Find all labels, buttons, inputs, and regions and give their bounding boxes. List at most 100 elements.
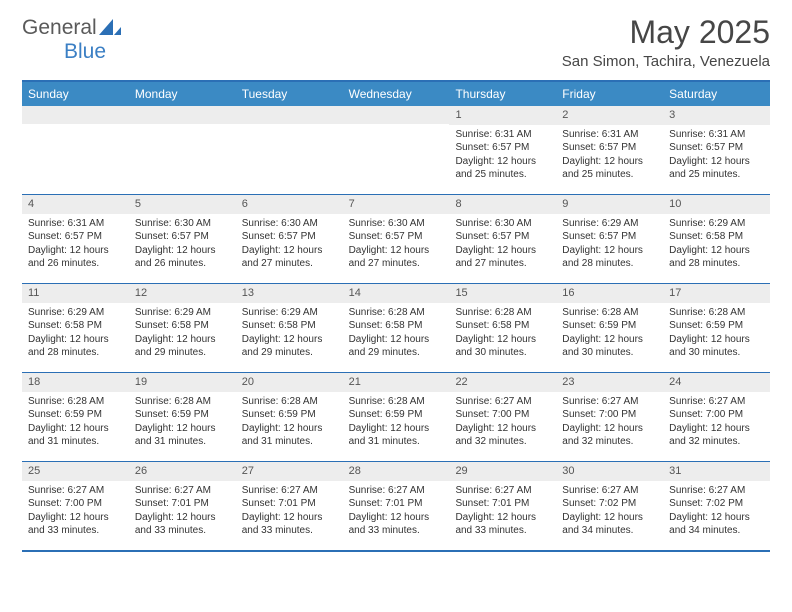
day-number: 27 (236, 462, 343, 481)
day-number (129, 106, 236, 124)
day-cell: 5Sunrise: 6:30 AMSunset: 6:57 PMDaylight… (129, 195, 236, 283)
day-cell: 14Sunrise: 6:28 AMSunset: 6:58 PMDayligh… (343, 284, 450, 372)
day-details: Sunrise: 6:31 AMSunset: 6:57 PMDaylight:… (449, 125, 556, 186)
day-number: 9 (556, 195, 663, 214)
daylight-text: Daylight: 12 hours and 30 minutes. (562, 333, 657, 360)
day-cell: 2Sunrise: 6:31 AMSunset: 6:57 PMDaylight… (556, 106, 663, 194)
day-details: Sunrise: 6:30 AMSunset: 6:57 PMDaylight:… (236, 214, 343, 275)
day-number: 1 (449, 106, 556, 125)
day-cell (343, 106, 450, 194)
day-details: Sunrise: 6:27 AMSunset: 7:01 PMDaylight:… (343, 481, 450, 542)
logo: General Blue (22, 16, 121, 64)
sunrise-text: Sunrise: 6:27 AM (669, 395, 764, 409)
daylight-text: Daylight: 12 hours and 30 minutes. (669, 333, 764, 360)
sunset-text: Sunset: 6:57 PM (669, 141, 764, 155)
day-details: Sunrise: 6:31 AMSunset: 6:57 PMDaylight:… (663, 125, 770, 186)
calendar-page: General Blue May 2025 San Simon, Tachira… (0, 0, 792, 562)
daylight-text: Daylight: 12 hours and 28 minutes. (28, 333, 123, 360)
day-details: Sunrise: 6:27 AMSunset: 7:00 PMDaylight:… (556, 392, 663, 453)
day-cell: 12Sunrise: 6:29 AMSunset: 6:58 PMDayligh… (129, 284, 236, 372)
day-cell: 4Sunrise: 6:31 AMSunset: 6:57 PMDaylight… (22, 195, 129, 283)
day-cell: 30Sunrise: 6:27 AMSunset: 7:02 PMDayligh… (556, 462, 663, 550)
day-cell: 18Sunrise: 6:28 AMSunset: 6:59 PMDayligh… (22, 373, 129, 461)
day-header-fri: Friday (556, 82, 663, 106)
day-details: Sunrise: 6:27 AMSunset: 7:00 PMDaylight:… (663, 392, 770, 453)
sunrise-text: Sunrise: 6:31 AM (562, 128, 657, 142)
sunset-text: Sunset: 7:00 PM (669, 408, 764, 422)
day-cell: 1Sunrise: 6:31 AMSunset: 6:57 PMDaylight… (449, 106, 556, 194)
day-number: 25 (22, 462, 129, 481)
day-number (343, 106, 450, 124)
day-cell: 7Sunrise: 6:30 AMSunset: 6:57 PMDaylight… (343, 195, 450, 283)
sunset-text: Sunset: 6:57 PM (562, 141, 657, 155)
daylight-text: Daylight: 12 hours and 31 minutes. (28, 422, 123, 449)
day-details: Sunrise: 6:28 AMSunset: 6:59 PMDaylight:… (236, 392, 343, 453)
sunrise-text: Sunrise: 6:30 AM (349, 217, 444, 231)
daylight-text: Daylight: 12 hours and 32 minutes. (669, 422, 764, 449)
day-header-mon: Monday (129, 82, 236, 106)
sunrise-text: Sunrise: 6:27 AM (242, 484, 337, 498)
sunrise-text: Sunrise: 6:31 AM (28, 217, 123, 231)
daylight-text: Daylight: 12 hours and 25 minutes. (455, 155, 550, 182)
day-details: Sunrise: 6:27 AMSunset: 7:00 PMDaylight:… (22, 481, 129, 542)
location-text: San Simon, Tachira, Venezuela (562, 53, 770, 70)
sunrise-text: Sunrise: 6:27 AM (562, 484, 657, 498)
daylight-text: Daylight: 12 hours and 33 minutes. (135, 511, 230, 538)
month-title: May 2025 (562, 14, 770, 51)
sunrise-text: Sunrise: 6:27 AM (28, 484, 123, 498)
day-number: 6 (236, 195, 343, 214)
sunset-text: Sunset: 6:57 PM (349, 230, 444, 244)
day-details: Sunrise: 6:29 AMSunset: 6:58 PMDaylight:… (236, 303, 343, 364)
day-number (236, 106, 343, 124)
week-row: 25Sunrise: 6:27 AMSunset: 7:00 PMDayligh… (22, 461, 770, 550)
sunrise-text: Sunrise: 6:29 AM (669, 217, 764, 231)
day-details: Sunrise: 6:28 AMSunset: 6:58 PMDaylight:… (343, 303, 450, 364)
sunset-text: Sunset: 7:00 PM (28, 497, 123, 511)
daylight-text: Daylight: 12 hours and 31 minutes. (349, 422, 444, 449)
day-number: 11 (22, 284, 129, 303)
day-number: 31 (663, 462, 770, 481)
daylight-text: Daylight: 12 hours and 27 minutes. (349, 244, 444, 271)
day-cell: 19Sunrise: 6:28 AMSunset: 6:59 PMDayligh… (129, 373, 236, 461)
day-number: 24 (663, 373, 770, 392)
day-header-sun: Sunday (22, 82, 129, 106)
day-number: 28 (343, 462, 450, 481)
daylight-text: Daylight: 12 hours and 32 minutes. (562, 422, 657, 449)
sunrise-text: Sunrise: 6:28 AM (242, 395, 337, 409)
day-number: 19 (129, 373, 236, 392)
day-details: Sunrise: 6:30 AMSunset: 6:57 PMDaylight:… (449, 214, 556, 275)
week-row: 11 Sunrise: 6:29 AMSunset: 6:58 PMDayligh… (22, 283, 770, 372)
day-number: 18 (22, 373, 129, 392)
sunset-text: Sunset: 6:57 PM (455, 141, 550, 155)
title-block: May 2025 San Simon, Tachira, Venezuela (562, 14, 770, 70)
sunrise-text: Sunrise: 6:28 AM (669, 306, 764, 320)
sunset-text: Sunset: 7:01 PM (349, 497, 444, 511)
day-number: 30 (556, 462, 663, 481)
weeks-container: 1Sunrise: 6:31 AMSunset: 6:57 PMDaylight… (22, 106, 770, 550)
day-cell: 8Sunrise: 6:30 AMSunset: 6:57 PMDaylight… (449, 195, 556, 283)
week-row: 4Sunrise: 6:31 AMSunset: 6:57 PMDaylight… (22, 194, 770, 283)
sunset-text: Sunset: 6:58 PM (28, 319, 123, 333)
sunset-text: Sunset: 6:58 PM (242, 319, 337, 333)
sunset-text: Sunset: 7:00 PM (562, 408, 657, 422)
day-cell: 21Sunrise: 6:28 AMSunset: 6:59 PMDayligh… (343, 373, 450, 461)
sunset-text: Sunset: 6:58 PM (669, 230, 764, 244)
day-headers-row: Sunday Monday Tuesday Wednesday Thursday… (22, 82, 770, 106)
sunset-text: Sunset: 6:59 PM (562, 319, 657, 333)
daylight-text: Daylight: 12 hours and 32 minutes. (455, 422, 550, 449)
week-row: 18Sunrise: 6:28 AMSunset: 6:59 PMDayligh… (22, 372, 770, 461)
sunset-text: Sunset: 6:59 PM (28, 408, 123, 422)
day-details: Sunrise: 6:27 AMSunset: 7:02 PMDaylight:… (556, 481, 663, 542)
calendar-grid: Sunday Monday Tuesday Wednesday Thursday… (22, 80, 770, 552)
sunrise-text: Sunrise: 6:31 AM (455, 128, 550, 142)
day-cell: 28Sunrise: 6:27 AMSunset: 7:01 PMDayligh… (343, 462, 450, 550)
daylight-text: Daylight: 12 hours and 33 minutes. (455, 511, 550, 538)
sunset-text: Sunset: 6:57 PM (455, 230, 550, 244)
daylight-text: Daylight: 12 hours and 31 minutes. (135, 422, 230, 449)
sunrise-text: Sunrise: 6:31 AM (669, 128, 764, 142)
day-cell: 15Sunrise: 6:28 AMSunset: 6:58 PMDayligh… (449, 284, 556, 372)
daylight-text: Daylight: 12 hours and 34 minutes. (669, 511, 764, 538)
sunrise-text: Sunrise: 6:27 AM (669, 484, 764, 498)
day-cell (22, 106, 129, 194)
header: General Blue May 2025 San Simon, Tachira… (22, 14, 770, 70)
